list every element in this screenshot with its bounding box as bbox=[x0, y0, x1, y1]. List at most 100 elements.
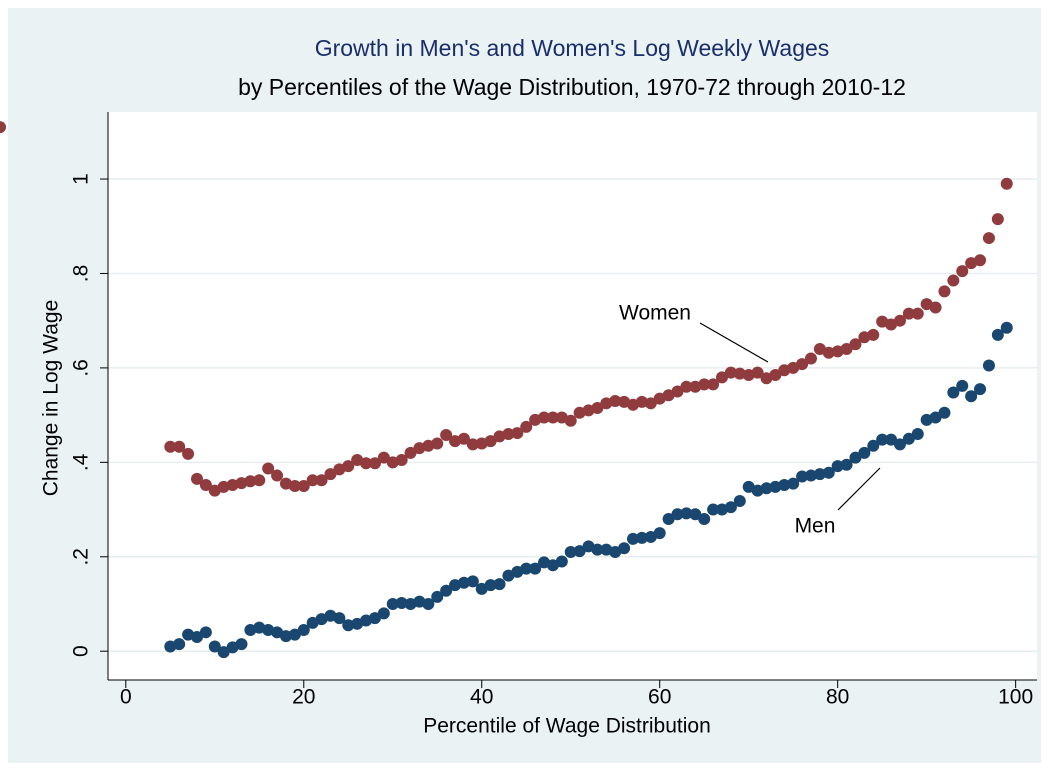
point bbox=[689, 508, 702, 521]
point bbox=[529, 562, 542, 575]
chart-title: Growth in Men's and Women's Log Weekly W… bbox=[315, 35, 830, 61]
point bbox=[947, 386, 960, 399]
point bbox=[769, 480, 782, 493]
point bbox=[466, 575, 479, 588]
point bbox=[867, 439, 880, 452]
point bbox=[208, 640, 221, 653]
point bbox=[947, 274, 960, 287]
point bbox=[368, 612, 381, 625]
point bbox=[457, 432, 470, 445]
y-tick-label: 0 bbox=[70, 645, 93, 657]
x-tick-label: 40 bbox=[470, 686, 493, 709]
point bbox=[938, 285, 951, 298]
point bbox=[173, 440, 186, 453]
chart-subtitle: by Percentiles of the Wage Distribution,… bbox=[238, 74, 906, 100]
point bbox=[849, 338, 862, 351]
x-tick-label: 20 bbox=[292, 686, 315, 709]
point bbox=[422, 597, 435, 610]
point bbox=[840, 343, 853, 356]
x-tick-label: 0 bbox=[120, 686, 132, 709]
point bbox=[440, 428, 453, 441]
point bbox=[457, 576, 470, 589]
point bbox=[217, 646, 230, 659]
point bbox=[680, 507, 693, 520]
point bbox=[618, 542, 631, 555]
point bbox=[911, 307, 924, 320]
point bbox=[974, 383, 987, 396]
y-tick-label: .4 bbox=[70, 453, 93, 471]
point bbox=[751, 366, 764, 379]
point bbox=[235, 638, 248, 651]
point bbox=[253, 474, 266, 487]
point bbox=[484, 579, 497, 592]
point bbox=[431, 590, 444, 603]
point bbox=[235, 477, 248, 490]
point bbox=[822, 466, 835, 479]
point bbox=[546, 411, 559, 424]
point bbox=[787, 477, 800, 490]
point bbox=[707, 503, 720, 516]
point bbox=[279, 630, 292, 643]
point bbox=[315, 474, 328, 487]
point bbox=[831, 460, 844, 473]
point bbox=[796, 358, 809, 371]
point bbox=[306, 474, 319, 487]
point bbox=[991, 213, 1004, 226]
point bbox=[164, 440, 177, 453]
point bbox=[511, 427, 524, 440]
point bbox=[849, 451, 862, 464]
point bbox=[288, 628, 301, 641]
point bbox=[217, 480, 230, 493]
point bbox=[929, 411, 942, 424]
point bbox=[493, 578, 506, 591]
point bbox=[190, 472, 203, 485]
point bbox=[520, 420, 533, 433]
point bbox=[804, 352, 817, 365]
point bbox=[199, 479, 212, 492]
point bbox=[1000, 177, 1013, 190]
point bbox=[271, 469, 284, 482]
point bbox=[0, 121, 6, 134]
point bbox=[199, 626, 212, 639]
point bbox=[760, 482, 773, 495]
point bbox=[982, 359, 995, 372]
point bbox=[680, 380, 693, 393]
y-axis-title: Change in Log Wage bbox=[40, 300, 63, 497]
point bbox=[190, 631, 203, 644]
point bbox=[377, 451, 390, 464]
point bbox=[715, 371, 728, 384]
point bbox=[520, 562, 533, 575]
point bbox=[324, 468, 337, 481]
x-tick-label: 100 bbox=[998, 686, 1033, 709]
point bbox=[911, 428, 924, 441]
point bbox=[991, 328, 1004, 341]
point bbox=[707, 378, 720, 391]
point bbox=[555, 555, 568, 568]
point bbox=[342, 619, 355, 632]
point bbox=[644, 397, 657, 410]
point bbox=[813, 468, 826, 481]
y-tick-label: 1 bbox=[70, 173, 93, 185]
point bbox=[297, 479, 310, 492]
point bbox=[653, 527, 666, 540]
point bbox=[1000, 321, 1013, 334]
point bbox=[662, 512, 675, 525]
point bbox=[974, 254, 987, 267]
point bbox=[671, 385, 684, 398]
point bbox=[368, 457, 381, 470]
point bbox=[466, 438, 479, 451]
point bbox=[395, 453, 408, 466]
y-tick-label: .8 bbox=[70, 265, 93, 283]
point bbox=[360, 457, 373, 470]
point bbox=[226, 479, 239, 492]
point bbox=[173, 638, 186, 651]
point bbox=[902, 307, 915, 320]
point bbox=[965, 390, 978, 403]
point bbox=[333, 612, 346, 625]
point bbox=[840, 458, 853, 471]
point bbox=[635, 531, 648, 544]
point bbox=[395, 597, 408, 610]
point bbox=[893, 314, 906, 327]
point bbox=[564, 546, 577, 559]
